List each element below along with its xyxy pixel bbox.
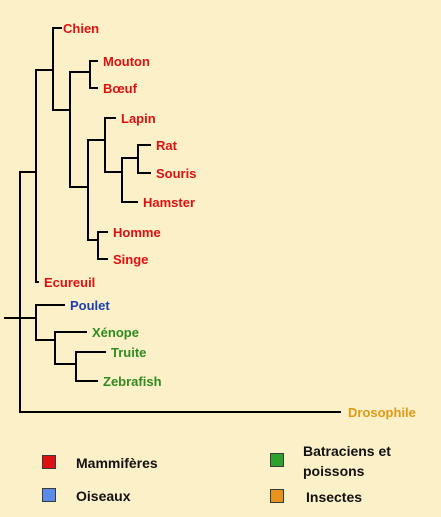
legend-label-insectes: Insectes [306, 489, 363, 505]
leaf-label-singe: Singe [113, 252, 148, 267]
leaf-label-chien: Chien [63, 21, 99, 36]
leaf-label-zebrafish: Zebrafish [103, 374, 162, 389]
leaf-label-souris: Souris [156, 166, 196, 181]
leaf-label-poulet: Poulet [70, 298, 110, 313]
leaf-label-drosophile: Drosophile [348, 405, 416, 420]
leaf-label-rat: Rat [156, 138, 178, 153]
legend-label-batraciens-poissons: Batraciens et poissons [303, 443, 391, 479]
legend-swatch-batraciens-poissons [270, 453, 284, 467]
leaf-label-homme: Homme [113, 225, 161, 240]
legend-swatch-oiseaux [42, 488, 56, 502]
legend-swatch-mammiferes [42, 455, 56, 469]
legend-label-mammiferes: Mammifères [76, 455, 158, 471]
tree-branches [4, 27, 341, 413]
leaf-label-truite: Truite [111, 345, 146, 360]
leaf-label-boeuf: Bœuf [103, 81, 138, 96]
leaf-label-hamster: Hamster [143, 195, 195, 210]
legend-label-oiseaux: Oiseaux [76, 488, 131, 504]
legend-swatch-insectes [270, 489, 284, 503]
leaf-label-mouton: Mouton [103, 54, 150, 69]
leaf-label-ecureuil: Ecureuil [44, 275, 95, 290]
leaf-label-xenope: Xénope [92, 325, 139, 340]
leaf-label-lapin: Lapin [121, 111, 156, 126]
